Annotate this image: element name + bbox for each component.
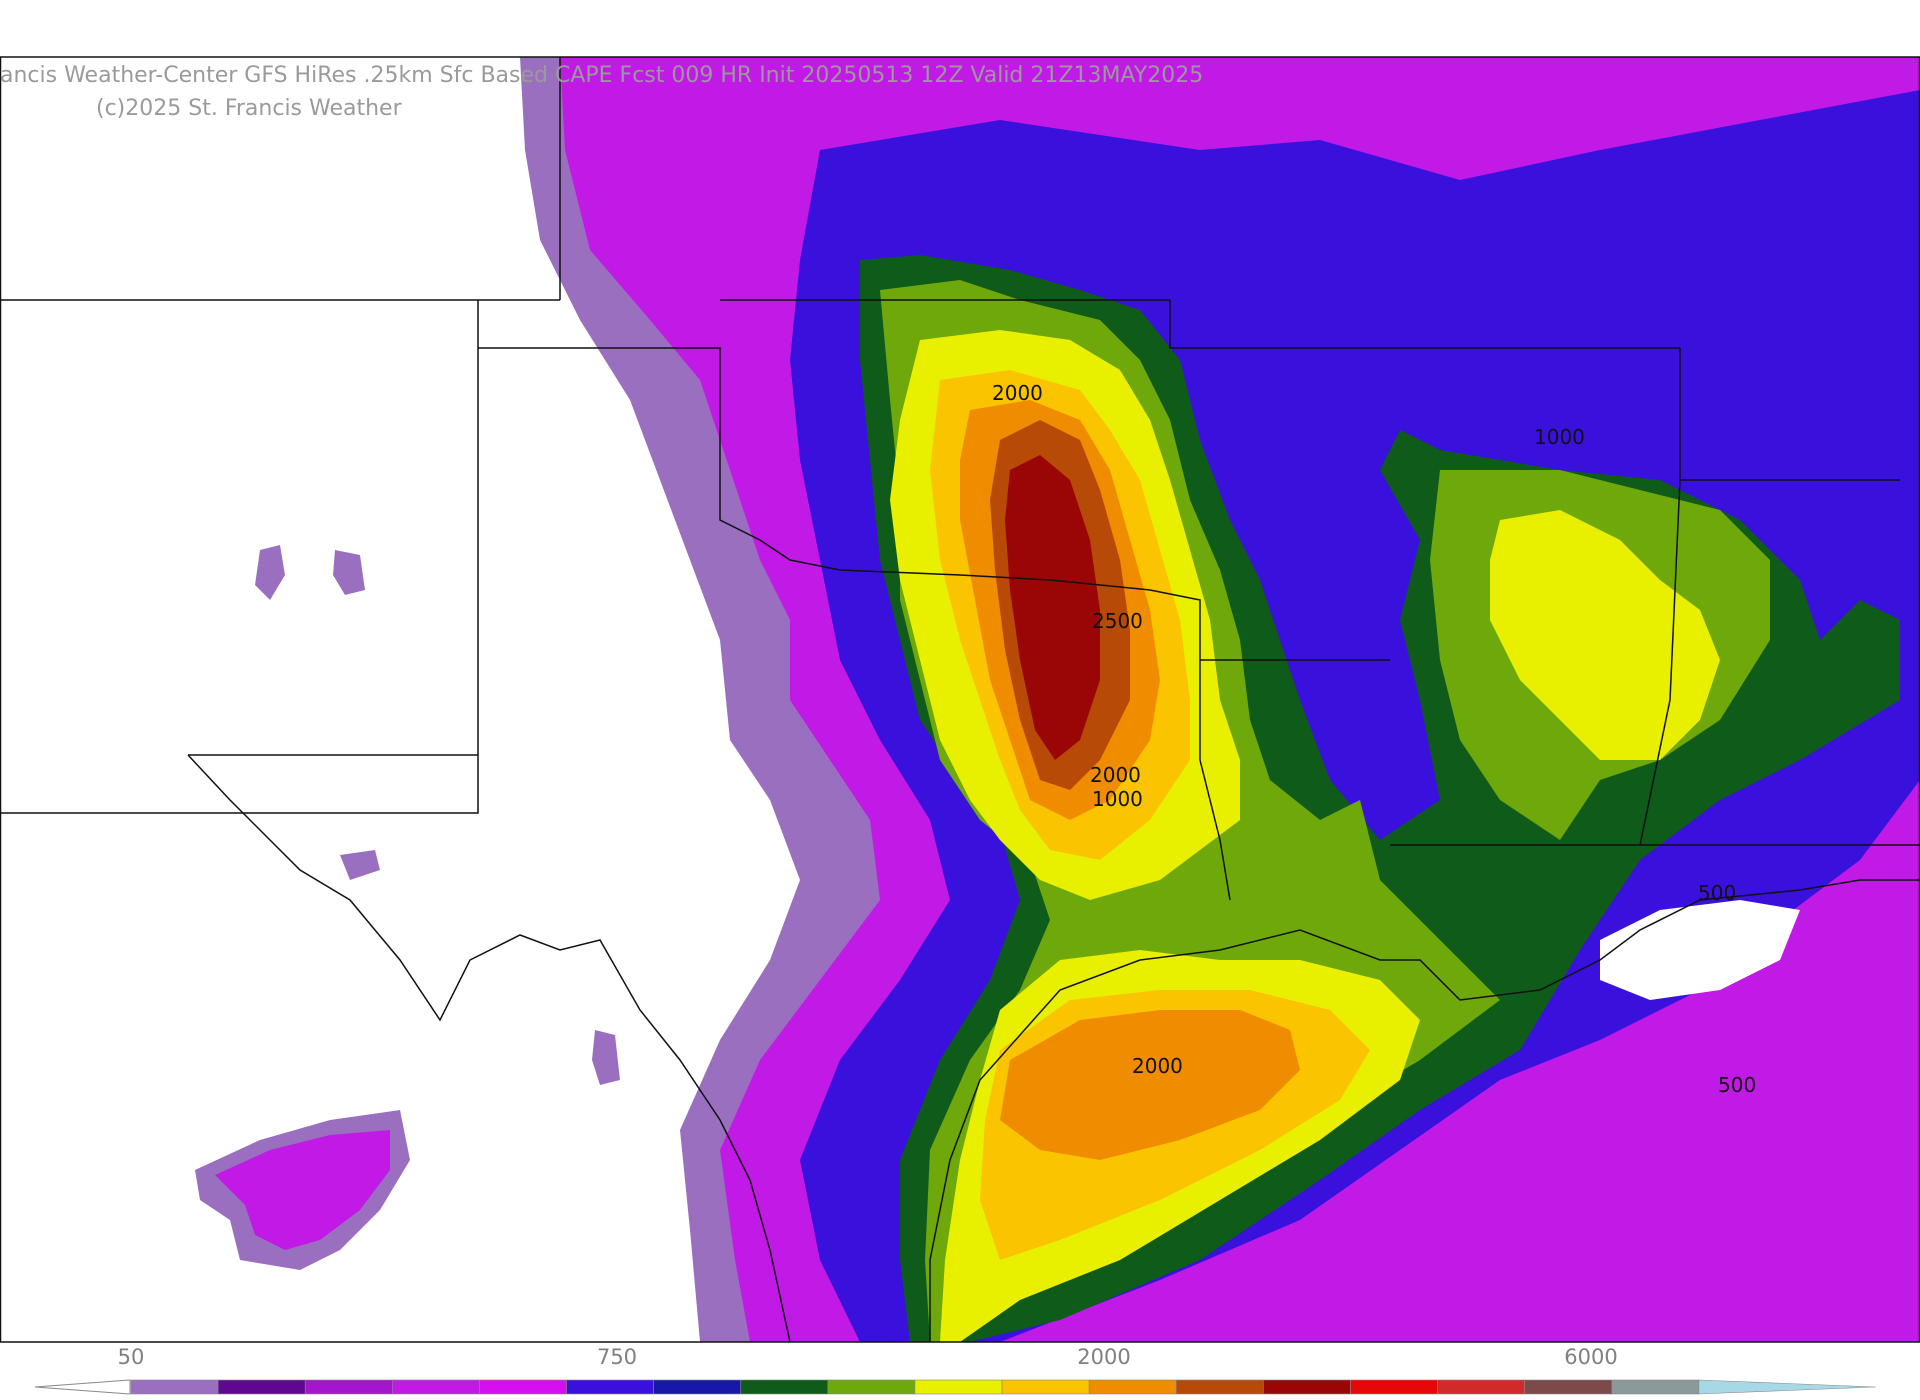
colorbar-tick-label: 2000 [1077, 1345, 1130, 1369]
contour-label-2500: 2500 [1092, 609, 1143, 633]
cape-blob-tx [340, 850, 380, 880]
colorbar-tick-label: 50 [118, 1345, 145, 1369]
colorbar-ticks: 50 750 2000 6000 [118, 1345, 1618, 1369]
cape-blob-nm-2 [333, 550, 365, 595]
colorbar-swatch [1088, 1379, 1177, 1395]
colorbar-swatch [1611, 1379, 1700, 1395]
colorbar-tick-label: 750 [597, 1345, 637, 1369]
contour-label-south-1000: 1000 [1092, 787, 1143, 811]
colorbar-swatch [479, 1379, 567, 1395]
colorbar-swatches [130, 1379, 1877, 1395]
colorbar-swatch [1524, 1379, 1613, 1395]
colorbar-tick-label: 6000 [1564, 1345, 1617, 1369]
cape-band-dark-red [1005, 455, 1100, 760]
colorbar-swatch [1698, 1379, 1877, 1395]
map-copyright: (c)2025 St. Francis Weather [96, 96, 403, 121]
cape-blob-mx [592, 1030, 620, 1085]
colorbar-swatch [1001, 1379, 1090, 1395]
cape-blob-nm [255, 545, 285, 600]
colorbar-swatch [130, 1379, 219, 1395]
colorbar: 50 750 2000 6000 [34, 1345, 1877, 1395]
map-title: ancis Weather-Center GFS HiRes .25km Sfc… [0, 63, 1203, 88]
cape-band-lavender [520, 57, 880, 1342]
colorbar-swatch [653, 1379, 742, 1395]
colorbar-swatch [566, 1379, 654, 1395]
colorbar-swatch [827, 1379, 916, 1395]
colorbar-swatch [1263, 1379, 1351, 1395]
contour-label-north-2000: 2000 [992, 381, 1043, 405]
colorbar-left-arrow [34, 1379, 131, 1395]
colorbar-swatch [304, 1379, 393, 1395]
colorbar-swatch [1350, 1379, 1438, 1395]
colorbar-swatch [914, 1379, 1003, 1395]
colorbar-swatch [1437, 1379, 1525, 1395]
colorbar-swatch [217, 1379, 306, 1395]
contour-label-gulf-500: 500 [1718, 1073, 1756, 1097]
boundary-coast-gulf [929, 879, 1920, 1342]
boundary-coast-tx [187, 754, 791, 1343]
cape-band-yellow-ms [1490, 510, 1720, 760]
contour-label-gulf-2000: 2000 [1132, 1054, 1183, 1078]
cape-band-orange-gulf [1000, 1010, 1300, 1160]
colorbar-swatch [740, 1379, 829, 1395]
state-boundaries [0, 57, 1920, 1343]
cape-field [195, 57, 1920, 1342]
cape-blob-sw-inner [215, 1130, 390, 1250]
contour-label-south-2000: 2000 [1090, 763, 1141, 787]
contour-label-fl-500: 500 [1698, 881, 1736, 905]
boundary-state-lines [0, 57, 1920, 901]
colorbar-swatch [1175, 1379, 1264, 1395]
contour-label-ms-1000: 1000 [1534, 425, 1585, 449]
colorbar-swatch [392, 1379, 480, 1395]
